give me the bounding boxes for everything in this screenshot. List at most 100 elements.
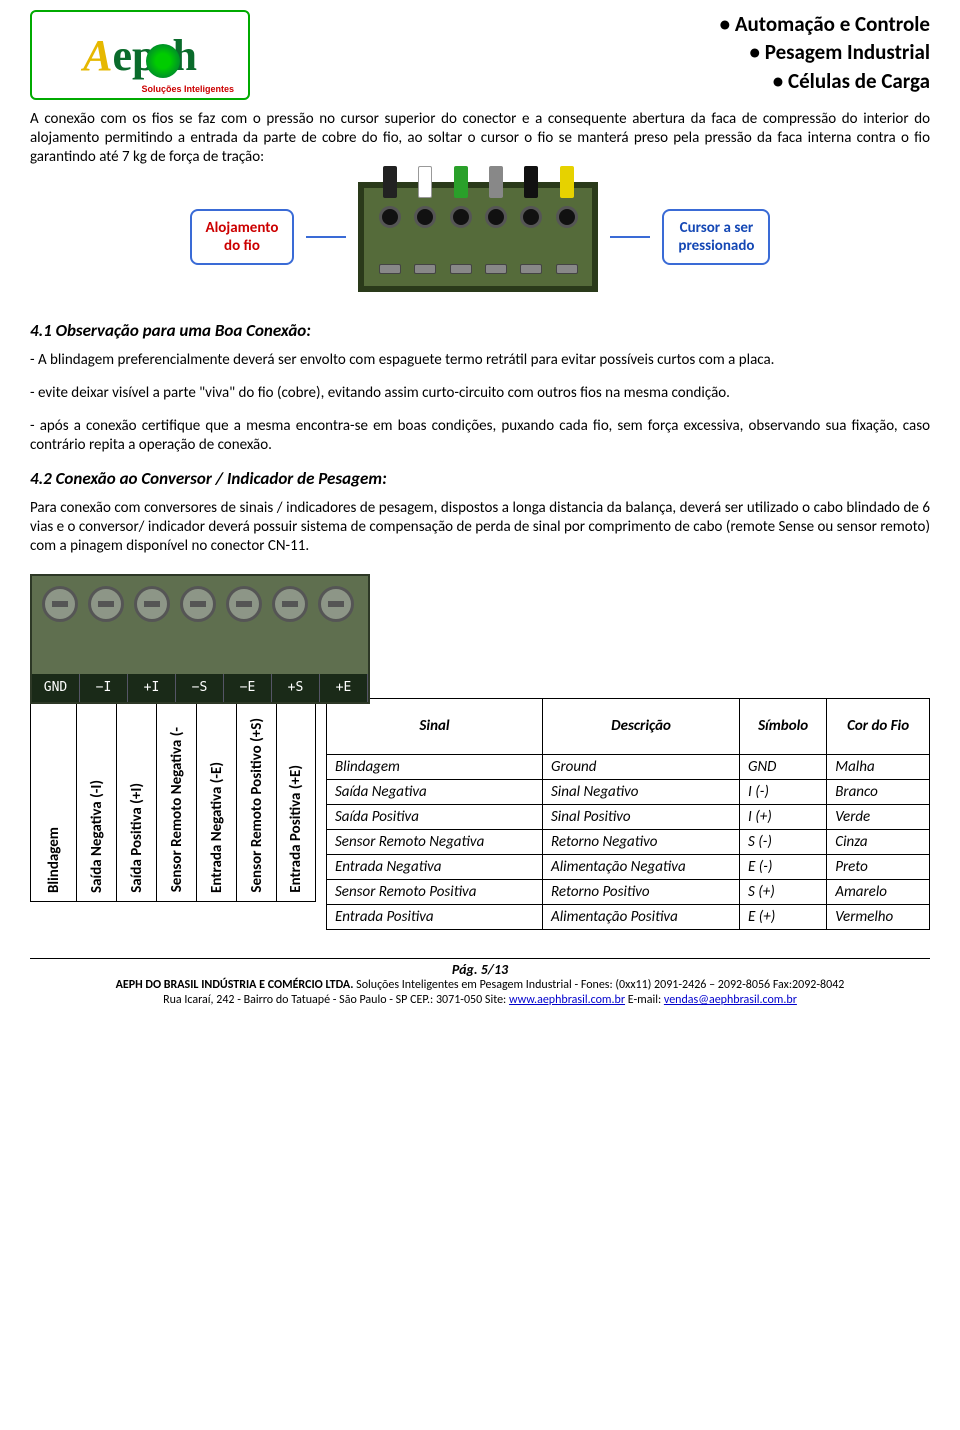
table-cell: Ground — [543, 754, 740, 779]
slot — [450, 264, 472, 274]
vlabel-cell: Saída Negativa (-I) — [76, 702, 116, 902]
table-cell: I (-) — [740, 779, 827, 804]
table-cell: GND — [740, 754, 827, 779]
table-row: Saída NegativaSinal NegativoI (-)Branco — [327, 779, 930, 804]
table-cell: Preto — [827, 854, 930, 879]
signal-table: Sinal Descrição Símbolo Cor do Fio Blind… — [326, 698, 930, 930]
vlabel-cell: Blindagem — [30, 702, 76, 902]
page-header: A ep h Soluções Inteligentes Automação e… — [30, 10, 930, 100]
leader-line-right — [610, 236, 650, 238]
callout-right-l1: Cursor a ser — [678, 219, 754, 237]
vlabel-cell: Saída Positiva (+I) — [116, 702, 156, 902]
vlabel: Sensor Remoto Negativa (- — [168, 727, 186, 892]
vlabel: Blindagem — [45, 827, 63, 893]
slot — [379, 264, 401, 274]
strip-label: −E — [224, 674, 272, 702]
footer-mail-link[interactable]: vendas@aephbrasil.com.br — [664, 993, 797, 1007]
th-simbolo: Símbolo — [740, 698, 827, 754]
header-line-2: Pesagem Industrial — [720, 38, 930, 66]
slot — [556, 264, 578, 274]
table-cell: Saída Negativa — [327, 779, 543, 804]
table-cell: Alimentação Negativa — [543, 854, 740, 879]
vlabel-cell: Sensor Remoto Positivo (+S) — [236, 702, 276, 902]
connector2-photo: GND −I +I −S −E +S +E — [30, 574, 370, 704]
table-cell: Retorno Negativo — [543, 829, 740, 854]
lower-block: Blindagem Saída Negativa (-I) Saída Posi… — [30, 698, 930, 930]
table-cell: S (+) — [740, 879, 827, 904]
sec41-p3: - após a conexão certifique que a mesma … — [30, 417, 930, 455]
page-footer: Pág. 5/13 AEPH DO BRASIL INDÚSTRIA E COM… — [30, 958, 930, 1009]
table-cell: Sensor Remoto Positiva — [327, 879, 543, 904]
vlabel: Entrada Positiva (+E) — [287, 765, 305, 893]
strip-label: GND — [32, 674, 80, 702]
wire-5 — [524, 166, 538, 198]
c2-terminal — [318, 586, 354, 622]
sec41-p1: - A blindagem preferencialmente deverá s… — [30, 351, 930, 370]
table-header-row: Sinal Descrição Símbolo Cor do Fio — [327, 698, 930, 754]
vlabel-cell: Entrada Positiva (+E) — [276, 702, 316, 902]
header-line-3: Células de Carga — [720, 67, 930, 95]
table-cell: Sensor Remoto Negativa — [327, 829, 543, 854]
footer-company: AEPH DO BRASIL INDÚSTRIA E COMÉRCIO LTDA… — [116, 978, 354, 992]
table-row: Saída PositivaSinal PositivoI (+)Verde — [327, 804, 930, 829]
logo-text: A ep h — [83, 30, 197, 81]
vertical-labels: Blindagem Saída Negativa (-I) Saída Posi… — [30, 702, 316, 902]
logo: A ep h Soluções Inteligentes — [30, 10, 250, 100]
table-cell: Retorno Positivo — [543, 879, 740, 904]
table-cell: S (-) — [740, 829, 827, 854]
table-cell: Amarelo — [827, 879, 930, 904]
page-number: Pág. 5/13 — [30, 958, 930, 978]
strip-label: +I — [128, 674, 176, 702]
table-row: BlindagemGroundGNDMalha — [327, 754, 930, 779]
figure-connector-1: Alojamento do fio Cursor a ser pressiona… — [30, 182, 930, 292]
c2-terminal — [180, 586, 216, 622]
th-descricao: Descrição — [543, 698, 740, 754]
table-cell: Branco — [827, 779, 930, 804]
section-4-1-title: 4.1 Observação para uma Boa Conexão: — [30, 320, 930, 341]
logo-a: A — [83, 30, 112, 81]
header-line-1: Automação e Controle — [720, 10, 930, 38]
terminal — [556, 206, 578, 228]
table-body: BlindagemGroundGNDMalhaSaída NegativaSin… — [327, 754, 930, 929]
table-cell: Sinal Positivo — [543, 804, 740, 829]
c2-terminal — [272, 586, 308, 622]
terminal-row — [372, 206, 584, 228]
table-row: Sensor Remoto PositivaRetorno PositivoS … — [327, 879, 930, 904]
table-cell: Saída Positiva — [327, 804, 543, 829]
table-cell: E (+) — [740, 904, 827, 929]
callout-left-l2: do fio — [206, 237, 279, 255]
table-cell: Malha — [827, 754, 930, 779]
vlabel: Saída Negativa (-I) — [88, 780, 106, 893]
vlabel-cell: Entrada Negativa (-E) — [196, 702, 236, 902]
strip-label: +E — [320, 674, 368, 702]
footer-line-1: AEPH DO BRASIL INDÚSTRIA E COMÉRCIO LTDA… — [30, 978, 930, 994]
c2-terminal — [134, 586, 170, 622]
terminal — [520, 206, 542, 228]
table-cell: Verde — [827, 804, 930, 829]
table-cell: Vermelho — [827, 904, 930, 929]
table-cell: I (+) — [740, 804, 827, 829]
sec41-p2: - evite deixar visível a parte "viva" do… — [30, 384, 930, 403]
wire-3 — [454, 166, 468, 198]
sec42-p1: Para conexão com conversores de sinais /… — [30, 499, 930, 555]
leader-line-left — [306, 236, 346, 238]
table-cell: Entrada Positiva — [327, 904, 543, 929]
table-cell: Blindagem — [327, 754, 543, 779]
section-4-2-title: 4.2 Conexão ao Conversor / Indicador de … — [30, 468, 930, 489]
c2-terminal — [226, 586, 262, 622]
callout-right-l2: pressionado — [678, 237, 754, 255]
table-row: Entrada PositivaAlimentação PositivaE (+… — [327, 904, 930, 929]
terminal — [414, 206, 436, 228]
footer-site-link[interactable]: www.aephbrasil.com.br — [509, 993, 625, 1007]
footer-mail-pre: E-mail: — [625, 993, 664, 1007]
figure-connector-2: GND −I +I −S −E +S +E — [30, 574, 930, 704]
table-cell: E (-) — [740, 854, 827, 879]
vlabel: Saída Positiva (+I) — [128, 783, 146, 893]
wire-1 — [383, 166, 397, 198]
table-row: Entrada NegativaAlimentação NegativaE (-… — [327, 854, 930, 879]
vlabel: Sensor Remoto Positivo (+S) — [248, 718, 266, 893]
callout-left: Alojamento do fio — [190, 209, 295, 265]
table-cell: Alimentação Positiva — [543, 904, 740, 929]
callout-right: Cursor a ser pressionado — [662, 209, 770, 265]
table-cell: Sinal Negativo — [543, 779, 740, 804]
